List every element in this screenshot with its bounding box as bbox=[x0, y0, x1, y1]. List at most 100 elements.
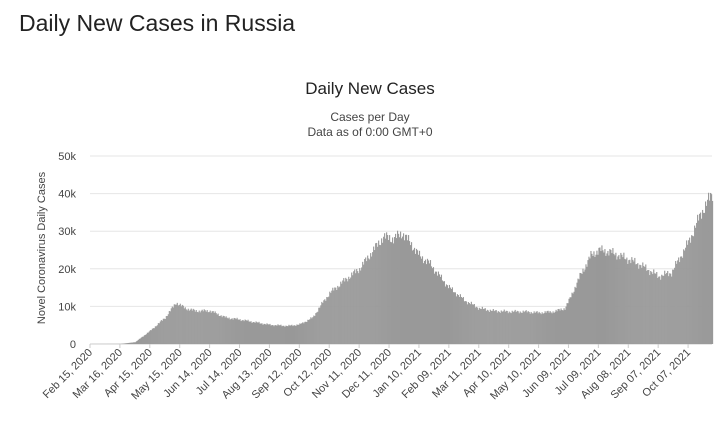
bar bbox=[263, 323, 265, 344]
bar bbox=[628, 260, 630, 344]
bar bbox=[134, 342, 137, 344]
bar bbox=[329, 291, 331, 344]
bar bbox=[147, 332, 149, 344]
bar bbox=[415, 248, 418, 344]
bar bbox=[523, 312, 525, 344]
bar bbox=[643, 265, 645, 344]
bar bbox=[172, 307, 174, 344]
bar bbox=[574, 286, 576, 344]
bar bbox=[611, 253, 613, 344]
bar bbox=[203, 309, 205, 344]
bar bbox=[393, 243, 395, 344]
bar bbox=[548, 312, 550, 344]
bar bbox=[291, 324, 293, 344]
bar bbox=[564, 309, 566, 344]
bar bbox=[382, 242, 384, 344]
bar bbox=[310, 317, 312, 344]
bar bbox=[495, 310, 497, 344]
bar bbox=[541, 312, 543, 344]
bar bbox=[615, 252, 617, 344]
bar bbox=[192, 308, 194, 344]
bar bbox=[312, 317, 314, 344]
bar bbox=[320, 305, 322, 344]
bar bbox=[577, 278, 579, 344]
bar bbox=[164, 318, 166, 344]
bar bbox=[381, 238, 383, 344]
page-heading: Daily New Cases in Russia bbox=[19, 10, 296, 36]
bar bbox=[435, 271, 438, 344]
bar bbox=[654, 273, 656, 344]
bar bbox=[561, 310, 563, 344]
bar bbox=[559, 310, 561, 344]
bar bbox=[642, 262, 644, 344]
bar bbox=[507, 313, 509, 344]
bar bbox=[191, 310, 193, 344]
bar bbox=[602, 250, 604, 344]
bar bbox=[674, 267, 676, 344]
bar bbox=[672, 269, 674, 344]
bar bbox=[135, 341, 137, 344]
bar bbox=[131, 342, 134, 344]
bar bbox=[325, 300, 327, 344]
y-tick-label: 20k bbox=[58, 264, 76, 276]
bar bbox=[377, 246, 379, 344]
bar bbox=[703, 212, 705, 344]
bar bbox=[712, 200, 714, 344]
bar bbox=[534, 312, 536, 344]
bar bbox=[188, 310, 190, 344]
bar bbox=[467, 302, 469, 344]
bar bbox=[374, 250, 376, 344]
bar-series bbox=[91, 192, 714, 344]
bar bbox=[604, 249, 606, 344]
bar bbox=[370, 253, 372, 344]
bar bbox=[596, 250, 598, 344]
bar bbox=[594, 256, 596, 344]
bar bbox=[477, 309, 479, 344]
bar bbox=[193, 309, 195, 344]
bar bbox=[332, 287, 334, 344]
bar bbox=[440, 274, 443, 344]
bar bbox=[210, 312, 212, 344]
bar bbox=[465, 301, 467, 344]
bar bbox=[254, 322, 256, 344]
bar bbox=[597, 254, 599, 344]
bar bbox=[124, 343, 127, 344]
bar bbox=[450, 289, 452, 344]
bar bbox=[144, 334, 146, 344]
bar bbox=[206, 310, 208, 344]
bar bbox=[492, 309, 494, 344]
bar bbox=[527, 311, 529, 344]
bar bbox=[199, 312, 201, 344]
bar bbox=[526, 312, 528, 344]
bar bbox=[399, 237, 401, 344]
bar bbox=[298, 324, 300, 344]
bar bbox=[309, 319, 311, 344]
bar bbox=[687, 244, 689, 344]
bar bbox=[213, 312, 215, 344]
bar bbox=[187, 308, 189, 344]
bar bbox=[660, 279, 662, 344]
bar bbox=[387, 235, 389, 344]
bar bbox=[324, 299, 326, 344]
bar bbox=[693, 236, 695, 344]
bar bbox=[517, 311, 519, 344]
bar bbox=[486, 309, 488, 344]
bar bbox=[474, 307, 476, 344]
y-axis-title: Novel Coronavirus Daily Cases bbox=[36, 171, 48, 324]
bar bbox=[447, 288, 449, 344]
bar bbox=[522, 310, 524, 344]
bar bbox=[591, 253, 593, 344]
bar bbox=[408, 241, 411, 344]
bar bbox=[623, 252, 625, 344]
bar bbox=[437, 271, 440, 344]
y-tick-label: 30k bbox=[58, 226, 76, 238]
bar bbox=[364, 259, 366, 344]
bar bbox=[430, 266, 433, 344]
bar bbox=[481, 306, 483, 344]
bar bbox=[456, 294, 458, 344]
bar bbox=[689, 237, 691, 344]
bar bbox=[184, 307, 186, 344]
bar bbox=[555, 309, 557, 344]
bar bbox=[129, 342, 132, 344]
